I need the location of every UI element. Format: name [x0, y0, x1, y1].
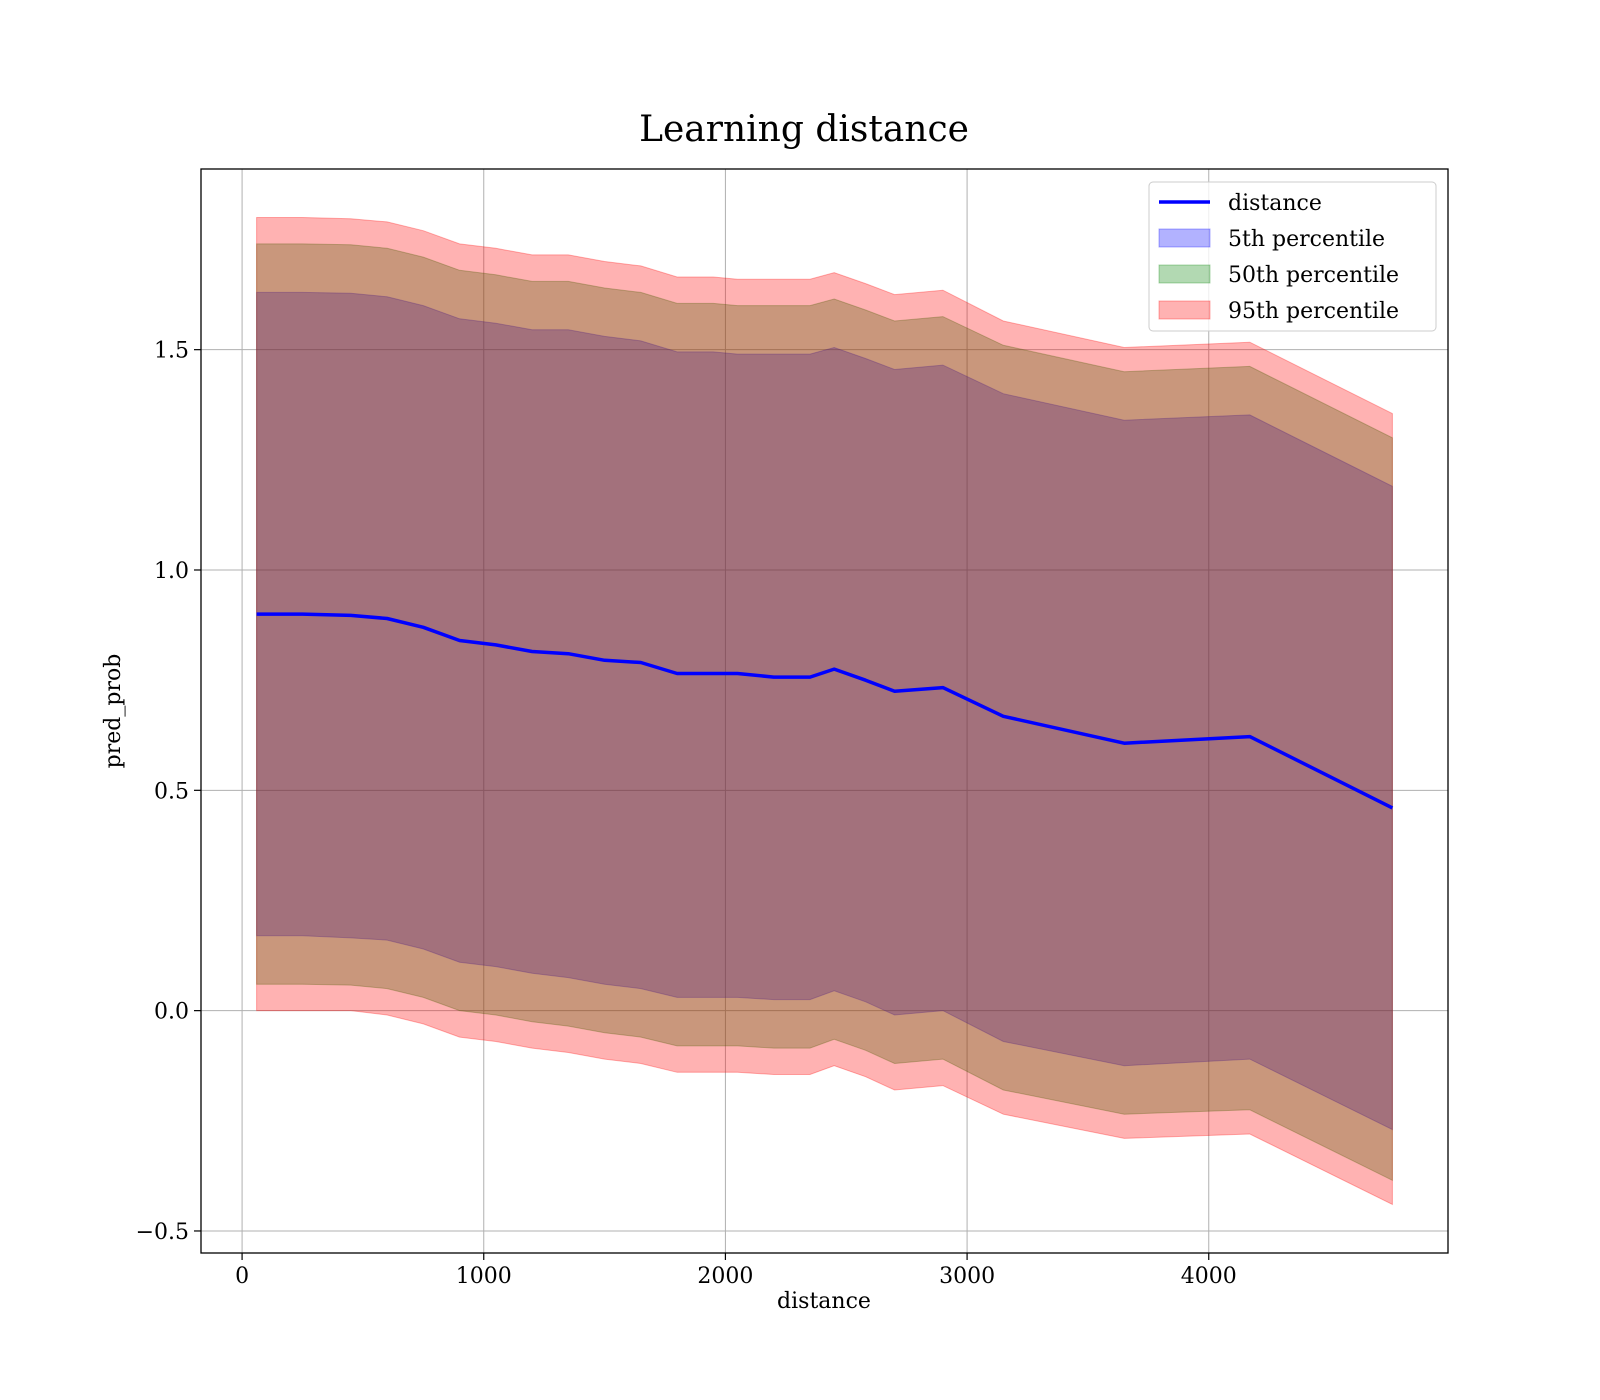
y-tick-label: 0.0 — [154, 1000, 189, 1025]
plot-frame — [200, 168, 1449, 1254]
band-50th-percentile — [256, 243, 1393, 1182]
x-tick-label: 3000 — [939, 1264, 995, 1289]
legend-swatch-patch — [1158, 300, 1211, 320]
x-axis-ticks: 0 1000 2000 3000 4000 — [235, 1253, 1237, 1289]
line-distance — [256, 612, 1394, 810]
y-tick-label: 0.5 — [154, 779, 189, 804]
y-tick-label: −0.5 — [136, 1220, 189, 1245]
grid-lines — [201, 169, 1448, 1253]
band-5th-percentile — [256, 291, 1393, 1131]
x-axis-title: distance — [777, 1289, 871, 1314]
y-axis-ticks: −0.5 0.0 0.5 1.0 1.5 — [136, 339, 201, 1245]
chart-title: Learning distance — [639, 109, 969, 150]
legend-label: 50th percentile — [1228, 263, 1399, 288]
y-tick-label: 1.5 — [154, 339, 189, 364]
y-tick-label: 1.0 — [154, 559, 189, 584]
percentile-bands — [256, 217, 1393, 1206]
y-axis-title: pred_prob — [101, 654, 126, 769]
legend-label: 5th percentile — [1228, 227, 1385, 252]
series-lines — [256, 612, 1394, 810]
legend-label: 95th percentile — [1228, 299, 1399, 324]
x-tick-label: 1000 — [456, 1264, 512, 1289]
legend: distance 5th percentile 50th percentile 95t… — [1148, 181, 1437, 332]
legend-box — [1148, 181, 1437, 332]
x-tick-label: 2000 — [697, 1264, 753, 1289]
x-tick-label: 0 — [235, 1264, 249, 1289]
legend-label: distance — [1228, 191, 1322, 216]
plot-area — [200, 168, 1449, 1254]
legend-swatch-patch — [1158, 264, 1211, 284]
band-95th-percentile — [256, 217, 1393, 1206]
legend-swatch-patch — [1158, 228, 1211, 248]
x-tick-label: 4000 — [1181, 1264, 1237, 1289]
